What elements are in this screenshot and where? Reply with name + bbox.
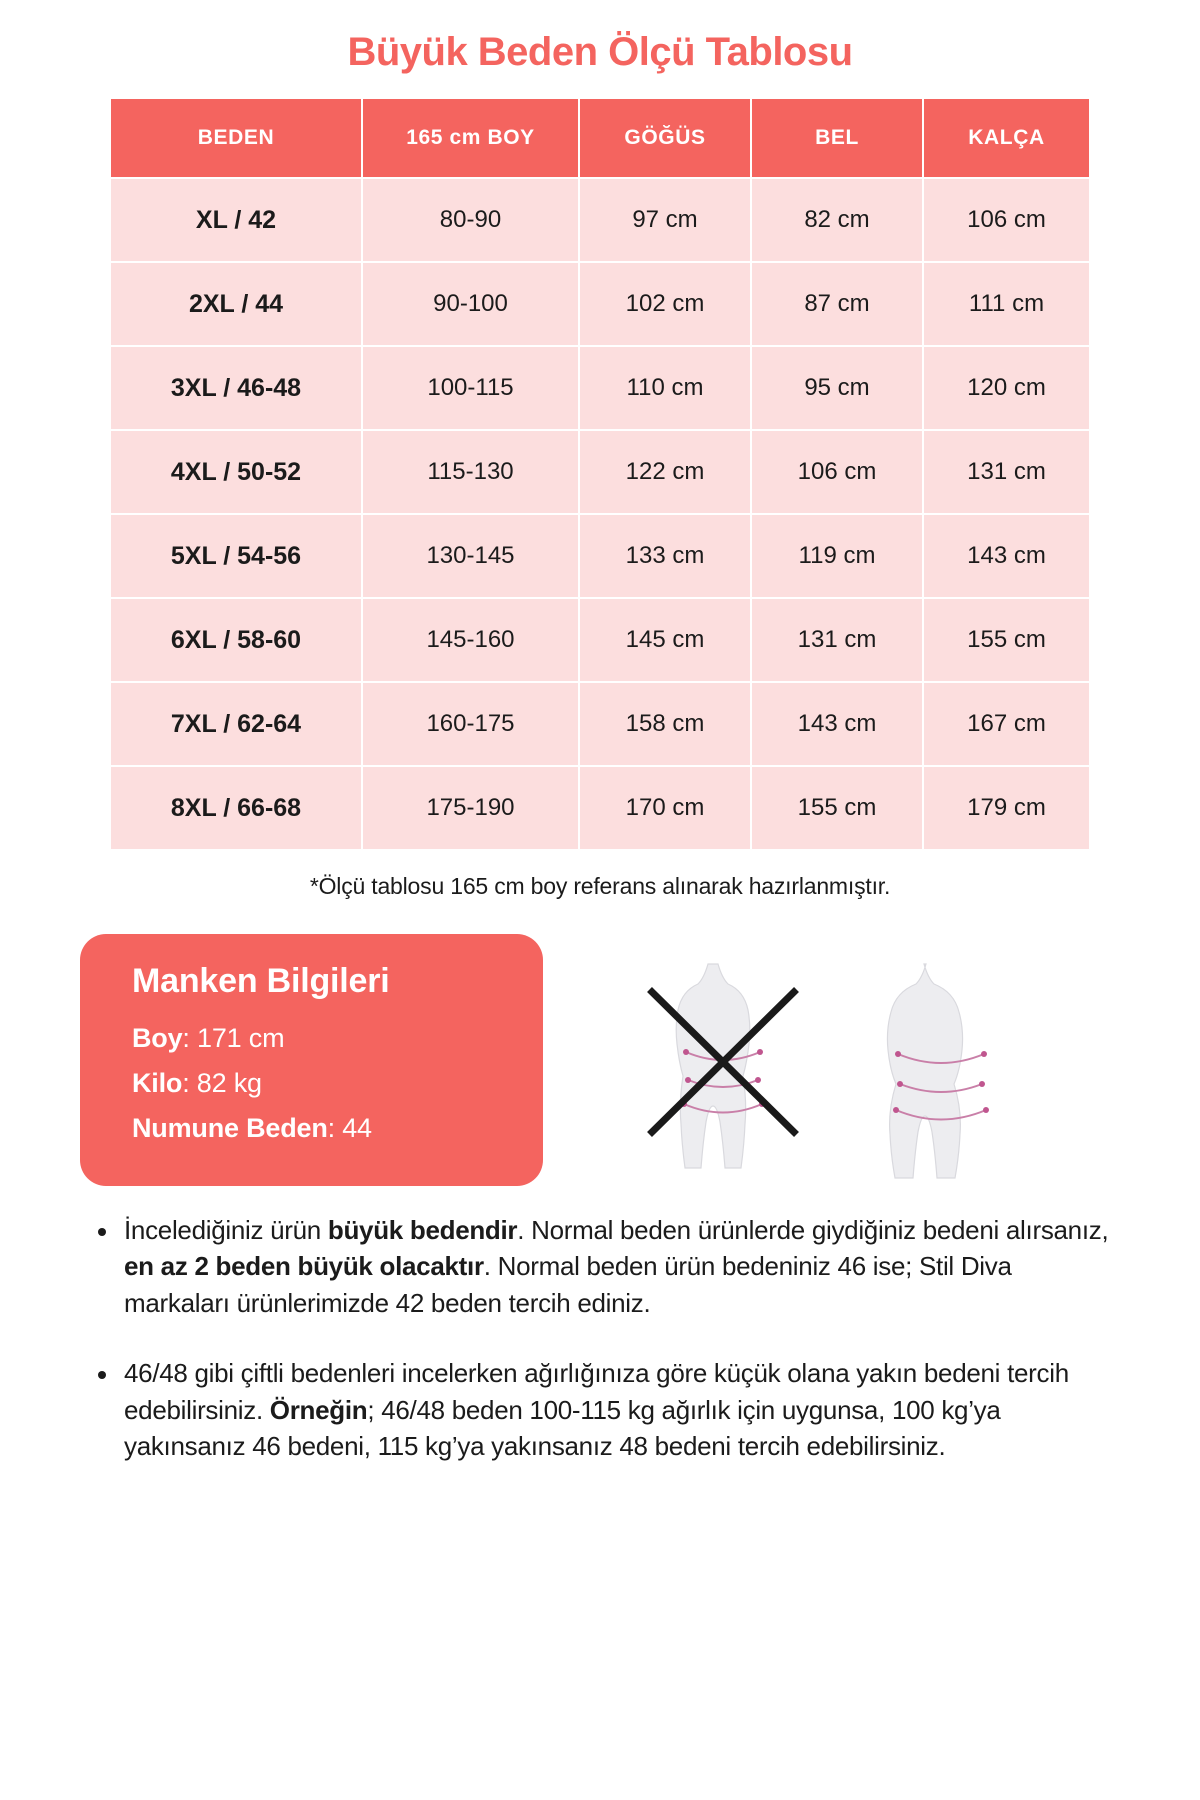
sizing-note: İncelediğiniz ürün büyük bedendir. Norma…: [80, 1212, 1120, 1321]
correct-figure: [856, 956, 1026, 1186]
model-info-card: Manken Bilgileri Boy: 171 cm Kilo: 82 kg…: [80, 934, 543, 1186]
cell-kalca: 143 cm: [924, 515, 1089, 597]
cell-gogus: 158 cm: [580, 683, 750, 765]
cell-boy: 145-160: [363, 599, 578, 681]
note-text: ; 46/48 beden 100-115 kg ağırlık için uy…: [124, 1394, 1001, 1461]
cell-beden: 2XL / 44: [111, 263, 361, 345]
cell-bel: 155 cm: [752, 767, 922, 849]
cell-beden: XL / 42: [111, 179, 361, 261]
model-height-line: Boy: 171 cm: [132, 1023, 543, 1054]
table-row: 7XL / 62-64 160-175 158 cm 143 cm 167 cm: [111, 683, 1089, 765]
cell-gogus: 145 cm: [580, 599, 750, 681]
model-weight-label: Kilo: [132, 1068, 183, 1098]
cell-boy: 160-175: [363, 683, 578, 765]
note-text: 46/48 gibi çiftli bedenleri incelerken a…: [124, 1358, 1069, 1425]
table-row: XL / 42 80-90 97 cm 82 cm 106 cm: [111, 179, 1089, 261]
column-header-bel: BEL: [752, 99, 922, 177]
cell-beden: 6XL / 58-60: [111, 599, 361, 681]
cell-gogus: 110 cm: [580, 347, 750, 429]
cell-bel: 95 cm: [752, 347, 922, 429]
cell-kalca: 120 cm: [924, 347, 1089, 429]
model-sample-size-label: Numune Beden: [132, 1113, 328, 1143]
cell-gogus: 170 cm: [580, 767, 750, 849]
cell-boy: 115-130: [363, 431, 578, 513]
page-title: Büyük Beden Ölçü Tablosu: [347, 30, 853, 74]
cell-gogus: 102 cm: [580, 263, 750, 345]
sizing-notes-list: İncelediğiniz ürün büyük bedendir. Norma…: [80, 1212, 1120, 1464]
column-header-boy: 165 cm BOY: [363, 99, 578, 177]
note-text: . Normal beden ürünlerde giydiğiniz bede…: [517, 1215, 1109, 1245]
note-emphasis: büyük bedendir: [327, 1215, 518, 1245]
table-header-row: BEDEN 165 cm BOY GÖĞÜS BEL KALÇA: [111, 99, 1089, 177]
cell-beden: 5XL / 54-56: [111, 515, 361, 597]
body-figures: [543, 934, 1120, 1186]
cell-boy: 90-100: [363, 263, 578, 345]
cell-bel: 119 cm: [752, 515, 922, 597]
cell-kalca: 131 cm: [924, 431, 1089, 513]
cell-gogus: 97 cm: [580, 179, 750, 261]
note-text: . Normal beden ürün bedeniniz 46 ise; St…: [124, 1251, 1012, 1318]
column-header-beden: BEDEN: [111, 99, 361, 177]
table-footnote: *Ölçü tablosu 165 cm boy referans alınar…: [309, 873, 891, 899]
cell-beden: 7XL / 62-64: [111, 683, 361, 765]
model-sample-size-line: Numune Beden: 44: [132, 1113, 543, 1144]
cell-bel: 143 cm: [752, 683, 922, 765]
cell-boy: 130-145: [363, 515, 578, 597]
table-row: 5XL / 54-56 130-145 133 cm 119 cm 143 cm: [111, 515, 1089, 597]
model-height-label: Boy: [132, 1023, 183, 1053]
note-emphasis: Örneğin: [269, 1394, 368, 1425]
cross-out-x-icon: [646, 987, 799, 1137]
model-info-row: Manken Bilgileri Boy: 171 cm Kilo: 82 kg…: [80, 934, 1120, 1186]
model-weight-value: : 82 kg: [182, 1068, 262, 1098]
model-sample-size-value: : 44: [327, 1113, 372, 1143]
cell-gogus: 122 cm: [580, 431, 750, 513]
cell-bel: 106 cm: [752, 431, 922, 513]
cell-kalca: 106 cm: [924, 179, 1089, 261]
size-chart-table: BEDEN 165 cm BOY GÖĞÜS BEL KALÇA XL / 42…: [109, 97, 1091, 851]
column-header-kalca: KALÇA: [924, 99, 1089, 177]
cell-gogus: 133 cm: [580, 515, 750, 597]
table-row: 6XL / 58-60 145-160 145 cm 131 cm 155 cm: [111, 599, 1089, 681]
model-weight-line: Kilo: 82 kg: [132, 1068, 543, 1099]
table-row: 4XL / 50-52 115-130 122 cm 106 cm 131 cm: [111, 431, 1089, 513]
cell-boy: 175-190: [363, 767, 578, 849]
cell-bel: 87 cm: [752, 263, 922, 345]
cell-kalca: 155 cm: [924, 599, 1089, 681]
cell-bel: 131 cm: [752, 599, 922, 681]
cell-kalca: 179 cm: [924, 767, 1089, 849]
cell-kalca: 111 cm: [924, 263, 1089, 345]
model-info-heading: Manken Bilgileri: [132, 962, 390, 1000]
plus-size-body-icon: [886, 963, 989, 1179]
cell-beden: 3XL / 46-48: [111, 347, 361, 429]
cell-beden: 8XL / 66-68: [111, 767, 361, 849]
table-row: 2XL / 44 90-100 102 cm 87 cm 111 cm: [111, 263, 1089, 345]
slim-body-icon: [646, 963, 799, 1169]
cell-kalca: 167 cm: [924, 683, 1089, 765]
note-text: İncelediğiniz ürün: [124, 1215, 328, 1245]
table-row: 8XL / 66-68 175-190 170 cm 155 cm 179 cm: [111, 767, 1089, 849]
size-chart-page: Büyük Beden Ölçü Tablosu BEDEN 165 cm BO…: [80, 0, 1120, 1464]
cell-boy: 100-115: [363, 347, 578, 429]
cell-bel: 82 cm: [752, 179, 922, 261]
cell-beden: 4XL / 50-52: [111, 431, 361, 513]
model-height-value: : 171 cm: [182, 1023, 285, 1053]
note-emphasis: en az 2 beden büyük olacaktır: [124, 1251, 484, 1282]
crossed-out-figure: [638, 956, 808, 1186]
cell-boy: 80-90: [363, 179, 578, 261]
table-body: XL / 42 80-90 97 cm 82 cm 106 cm 2XL / 44 90-1…: [111, 179, 1089, 849]
sizing-note: 46/48 gibi çiftli bedenleri incelerken a…: [80, 1355, 1120, 1464]
table-row: 3XL / 46-48 100-115 110 cm 95 cm 120 cm: [111, 347, 1089, 429]
column-header-gogus: GÖĞÜS: [580, 99, 750, 177]
